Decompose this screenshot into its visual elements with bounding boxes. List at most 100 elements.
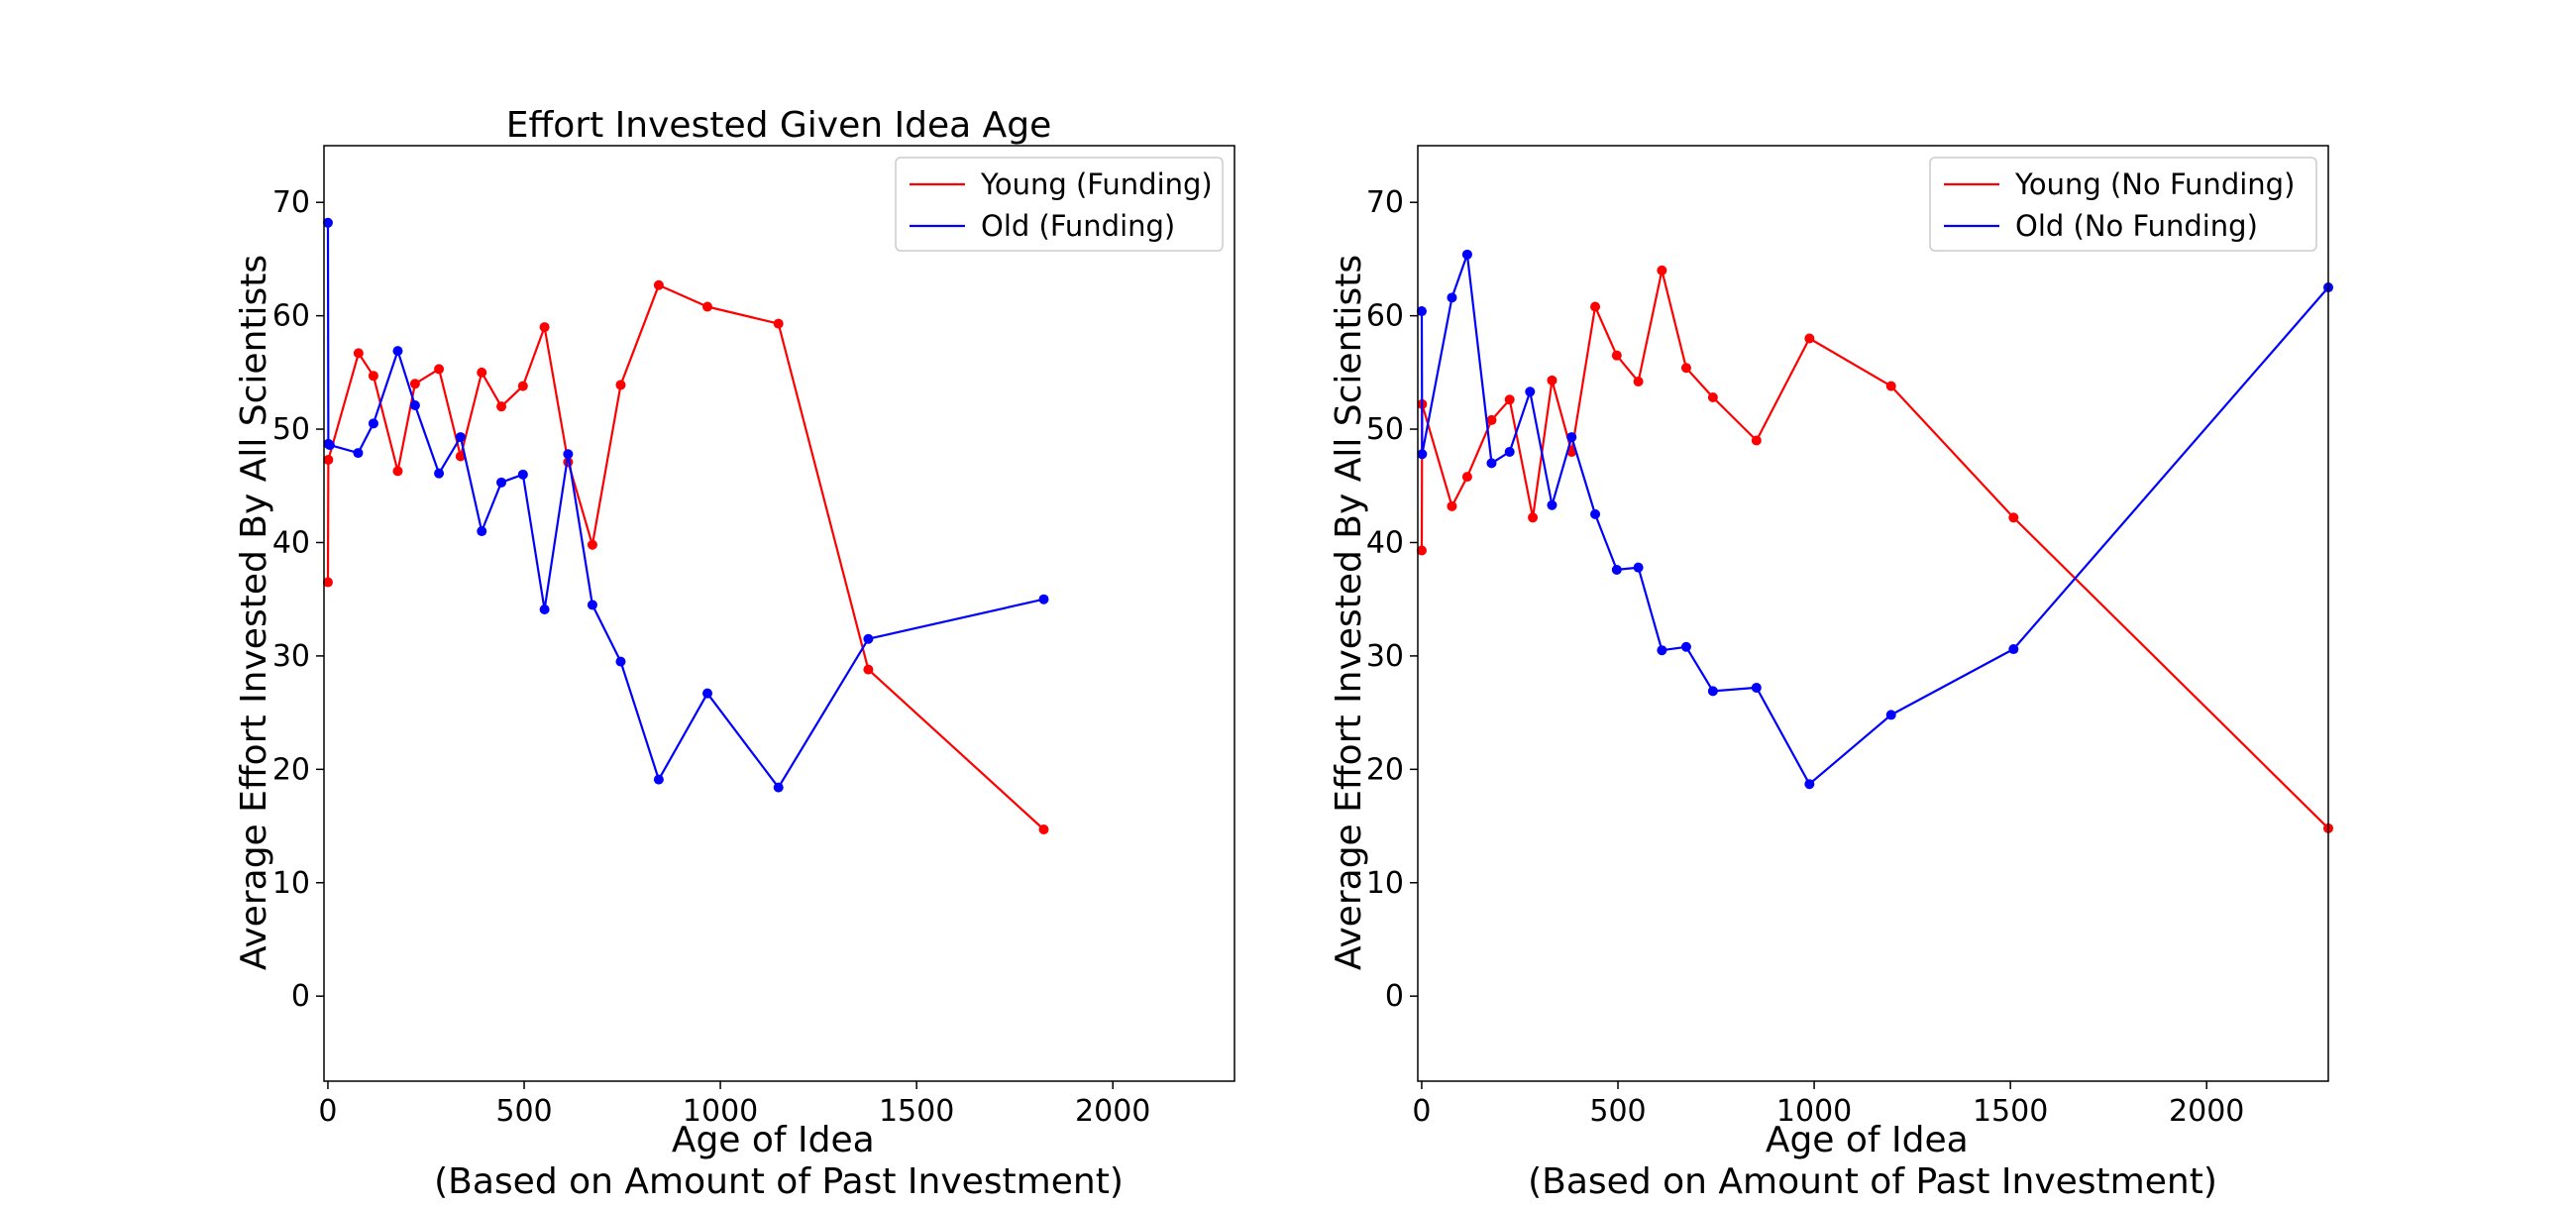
y-axis-label: Average Effort Invested By All Scientist… [234,255,274,970]
axes-frame [323,145,1235,1082]
data-point [615,656,626,667]
data-point [1461,472,1472,483]
data-point [455,432,466,443]
y-tick-label: 20 [1366,752,1404,787]
data-point [1885,381,1896,391]
y-tick-label: 10 [1366,866,1404,901]
x-axis-label-line-1: Age of Idea [1766,1120,1969,1160]
chart-no-funding: Average Effort Invested By All Scientist… [1329,145,2333,1202]
data-point [496,401,507,412]
legend-frame [1929,157,2317,252]
y-tick-label: 40 [272,525,310,560]
y-tick-label: 0 [1385,979,1404,1014]
data-point [1633,562,1644,573]
y-tick-label: 60 [1366,299,1404,334]
data-point [1038,824,1049,834]
legend-frame [895,157,1224,252]
data-point [1680,641,1691,652]
data-point [587,539,597,550]
data-point [324,440,335,451]
y-tick-label: 70 [1366,185,1404,220]
y-tick-label: 70 [272,185,310,220]
data-point [1461,249,1472,260]
y-tick-label: 60 [272,299,310,334]
legend-entry: Young (No Funding) [2014,167,2295,201]
data-point [1416,306,1427,317]
data-point [2008,644,2019,655]
data-point [434,468,445,479]
data-point [1447,500,1457,511]
data-point [539,604,550,614]
x-axis-label-line-2: (Based on Amount of Past Investment) [434,1161,1124,1202]
y-tick-label: 10 [272,866,310,901]
data-point [653,774,664,785]
data-point [1680,363,1691,374]
data-point [1657,265,1667,275]
data-point [653,279,664,290]
y-tick-label: 50 [272,412,310,447]
data-point [477,367,487,378]
y-tick-label: 40 [1366,525,1404,560]
x-axis-label: Age of Idea (Based on Amount of Past Inv… [1528,1120,2217,1202]
x-tick-label: 1500 [879,1094,954,1129]
x-tick-label: 1500 [1973,1094,2048,1129]
data-point [368,371,378,382]
x-axis-label-line-1: Age of Idea [672,1120,875,1160]
data-point [1566,432,1577,443]
data-point [323,454,334,465]
data-point [1504,446,1515,457]
data-point [1707,686,1718,697]
data-point [1804,333,1815,344]
data-point [773,782,784,793]
data-point [392,466,403,477]
data-point [1751,682,1762,693]
data-point [1416,545,1427,556]
x-axis-label-line-2: (Based on Amount of Past Investment) [1528,1161,2217,1202]
data-point [863,633,874,644]
data-point [392,346,403,357]
data-point [563,449,574,460]
plot-area: 0 500 1000 1500 2000 0 10 20 30 40 50 60 70 [272,145,1235,1129]
data-point [322,577,333,588]
y-tick-label: 50 [1366,412,1404,447]
data-point [496,477,507,488]
y-tick-label: 20 [272,752,310,787]
data-point [1804,779,1815,790]
plot-area: 0 500 1000 1500 2000 0 10 20 30 40 50 60 70 [1366,145,2333,1129]
x-tick-label: 1000 [1776,1094,1852,1129]
chart-funding: Effort Invested Given Idea Age Average E… [234,105,1235,1202]
data-point [409,400,420,411]
legend-entry: Old (No Funding) [2015,209,2258,243]
x-tick-label: 0 [1412,1094,1431,1129]
data-point [1486,458,1497,469]
x-tick-label: 1000 [683,1094,758,1129]
series-line [326,283,1045,830]
data-point [1417,449,1428,460]
data-point [1547,499,1557,510]
legend: Young (No Funding) Old (No Funding) [1929,157,2317,252]
data-point [615,380,626,390]
y-axis-label: Average Effort Invested By All Scientist… [1329,255,1369,970]
data-point [409,379,420,389]
data-point [1528,512,1539,523]
data-point [322,217,333,228]
y-tick-label: 30 [272,639,310,674]
data-point [587,600,597,610]
axes-frame [1417,145,2329,1082]
data-point [1447,292,1457,303]
data-point [1590,508,1601,519]
legend: Young (Funding) Old (Funding) [895,157,1224,252]
data-point [1547,375,1557,385]
data-point [773,318,784,329]
chart-title: Effort Invested Given Idea Age [506,105,1052,146]
data-point [539,322,550,333]
data-point [1038,594,1049,604]
data-point [1885,710,1896,720]
data-point [517,381,528,391]
data-point [1611,350,1622,361]
data-point [1486,414,1497,425]
series-line [1420,253,2329,786]
y-tick-label: 0 [291,979,310,1014]
data-point [1657,645,1667,656]
